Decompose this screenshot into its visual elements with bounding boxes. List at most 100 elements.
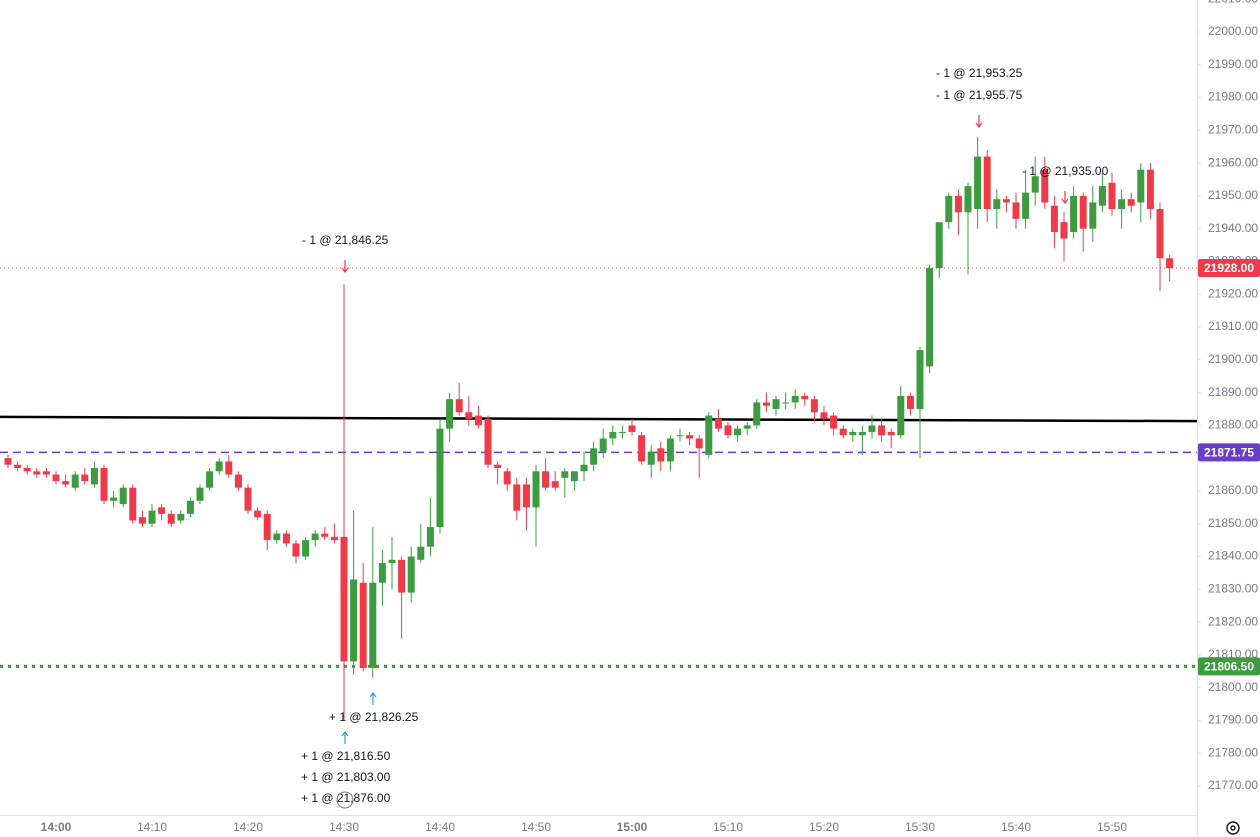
candle-body (1166, 258, 1174, 269)
y-tick-label: 21800.00 (1208, 680, 1258, 694)
candle-body (350, 579, 358, 662)
candle-body (695, 438, 703, 449)
x-tick-label: 14:50 (521, 820, 551, 834)
candle-body (666, 438, 674, 462)
trendline (0, 415, 1198, 423)
candle-body (772, 399, 780, 409)
candle-body (782, 402, 790, 404)
candle-body (446, 399, 454, 429)
candle-body (993, 199, 1001, 210)
candle-body (743, 425, 751, 429)
candle-body (4, 458, 12, 465)
candle-body (676, 435, 684, 437)
candle-body (196, 487, 204, 501)
y-tick-label: 21940.00 (1208, 221, 1258, 235)
candle-body (359, 582, 367, 668)
y-tick-label: 21860.00 (1208, 483, 1258, 497)
candle-body (33, 471, 41, 475)
candle-body (340, 536, 348, 662)
candle-body (369, 582, 377, 668)
x-tick-label: 14:00 (41, 820, 72, 834)
y-tick-label: 21890.00 (1208, 385, 1258, 399)
candle-body (964, 186, 972, 213)
candle-body (234, 474, 242, 488)
y-tick-label: 21920.00 (1208, 286, 1258, 300)
trade-arrow (341, 260, 349, 273)
candle-body (465, 412, 473, 419)
candle-body (570, 471, 578, 482)
candle-body (522, 484, 530, 508)
y-tick-label: 21790.00 (1208, 713, 1258, 727)
x-tick-label: 15:50 (1097, 820, 1127, 834)
y-tick-label: 21840.00 (1208, 549, 1258, 563)
candle-body (878, 425, 886, 436)
price-label-box (1198, 657, 1260, 676)
x-tick-label: 14:20 (233, 820, 263, 834)
candle-body (398, 559, 406, 593)
x-tick-label: 15:30 (905, 820, 935, 834)
candle-body (52, 474, 60, 482)
candle-body (474, 415, 482, 426)
x-tick-label: 15:00 (617, 820, 648, 834)
candle-body (215, 461, 223, 472)
candle-body (820, 412, 828, 419)
y-tick-label: 21970.00 (1208, 123, 1258, 137)
y-tick-label: 21770.00 (1208, 778, 1258, 792)
candle-body (81, 474, 89, 482)
candle-body (1050, 205, 1058, 232)
candle-body (1012, 202, 1020, 219)
candle-body (417, 546, 425, 560)
candle-body (186, 500, 194, 514)
y-tick-label: 21960.00 (1208, 155, 1258, 169)
candle-body (762, 402, 770, 406)
trade-annotation: + 1 @ 21,816.50 (301, 749, 391, 763)
candle-body (494, 464, 502, 469)
candle-body (1137, 169, 1145, 203)
candle-body (945, 195, 953, 223)
candle-body (71, 474, 79, 488)
y-tick-label: 21950.00 (1208, 188, 1258, 202)
candle-body (542, 471, 550, 488)
candle-body (935, 222, 943, 269)
candle-body (1089, 202, 1097, 229)
candle-body (167, 513, 175, 524)
trade-annotation: + 1 @ 21,803.00 (301, 770, 391, 784)
y-tick-label: 21820.00 (1208, 614, 1258, 628)
candle-body (1118, 199, 1126, 210)
candle-body (916, 349, 924, 409)
candle-body (868, 425, 876, 432)
candle-body (138, 517, 146, 524)
candle-body (839, 428, 847, 436)
x-tick-label: 14:10 (137, 820, 167, 834)
trade-annotation: - 1 @ 21,955.75 (936, 88, 1023, 102)
candle-body (484, 418, 492, 465)
candle-body (724, 425, 732, 436)
candle-body (302, 540, 310, 557)
y-tick-label: 22010.00 (1208, 0, 1258, 5)
candle-body (599, 438, 607, 452)
x-tick-label: 15:10 (713, 820, 743, 834)
marker-icon (336, 791, 354, 809)
y-tick-label: 21830.00 (1208, 581, 1258, 595)
candle-body (801, 395, 809, 400)
candle-body (263, 513, 271, 541)
price-label-box (1198, 443, 1260, 462)
candle-body (158, 507, 166, 514)
candle-body (42, 471, 50, 475)
candle-body (436, 428, 444, 528)
y-tick-label: 21880.00 (1208, 418, 1258, 432)
candle-body (983, 156, 991, 210)
candle-body (638, 435, 646, 462)
candle-body (1070, 195, 1078, 232)
settings-icon[interactable] (1226, 821, 1240, 835)
candle-body (90, 468, 98, 485)
candle-body (609, 431, 617, 439)
price-label: 21928.00 (1204, 261, 1254, 275)
candle-body (532, 471, 540, 508)
candle-body (206, 471, 214, 488)
candle-body (254, 510, 262, 518)
x-tick-label: 15:40 (1001, 820, 1031, 834)
candle-body (974, 156, 982, 210)
trade-arrow (975, 115, 983, 128)
x-tick-label: 15:20 (809, 820, 839, 834)
